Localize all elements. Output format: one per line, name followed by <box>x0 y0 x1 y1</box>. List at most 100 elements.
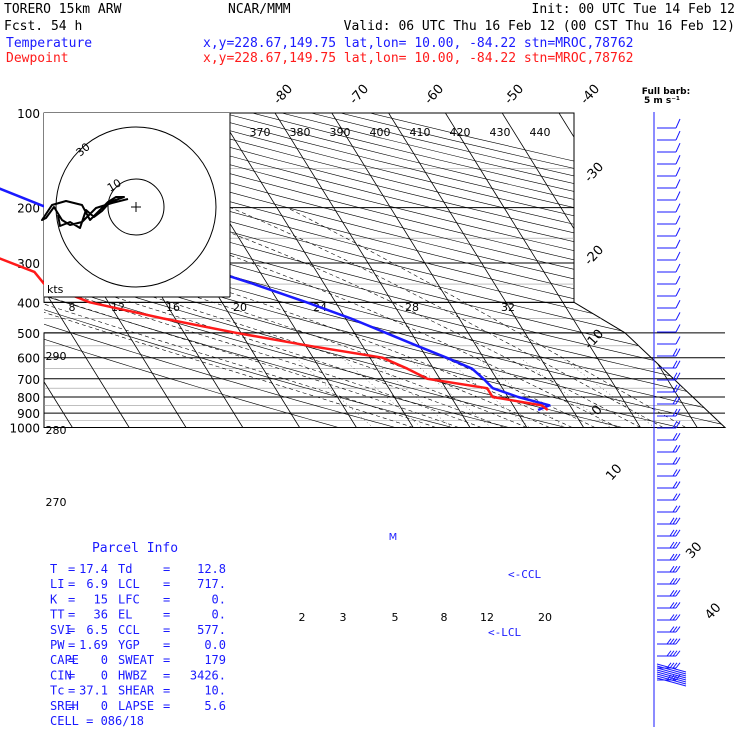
wind-barb-flag <box>675 541 681 549</box>
wind-barb-flag <box>675 590 681 597</box>
parcel-param-name: LAPSE <box>118 699 154 713</box>
ccl-annotation: <-CCL <box>508 568 541 581</box>
parcel-equals: = <box>163 684 170 698</box>
wind-barb-flag <box>675 517 681 525</box>
wind-barb-flag <box>669 638 675 645</box>
wind-barb-flag <box>675 130 681 141</box>
wind-barb-flag <box>669 650 675 657</box>
parcel-param-name: SWEAT <box>118 653 154 667</box>
hodograph-ring <box>55 126 217 288</box>
theta-e-label: 430 <box>490 126 511 139</box>
parcel-param-value: 179 <box>204 653 226 667</box>
hodograph-background <box>44 113 230 297</box>
wind-barb-shaft <box>656 665 687 675</box>
parcel-param-name: T <box>50 562 57 576</box>
wind-barb-flag <box>675 263 681 273</box>
mixing-ratio-label: 20 <box>538 611 552 624</box>
wind-barb-flag <box>672 529 678 537</box>
mixing-ratio-label: 5 <box>392 611 399 624</box>
parcel-equals: = <box>163 653 170 667</box>
wind-barb-flag <box>672 517 678 525</box>
wind-barb-flag <box>675 384 681 393</box>
hodograph-trace <box>41 196 129 229</box>
wind-barb-flag <box>672 590 678 597</box>
mixing-ratio-line <box>561 357 655 428</box>
wind-barb-flag <box>675 203 681 213</box>
parcel-param-name: CIN <box>50 668 72 682</box>
wind-barb-flag <box>675 445 681 453</box>
mixing-ratio-label: 12 <box>480 611 494 624</box>
wind-barb-flag <box>672 505 678 513</box>
wind-barb-flag <box>675 324 681 333</box>
parcel-equals: = <box>163 562 170 576</box>
wind-barb-flag <box>675 360 681 369</box>
moist-adiabat <box>90 207 618 428</box>
isotherm <box>274 113 471 428</box>
parcel-param-value: 0. <box>212 592 226 606</box>
parcel-param-name: LCL <box>118 577 140 591</box>
moist-adiabat <box>230 207 664 428</box>
pressure-tick-label: 500 <box>17 327 40 341</box>
parcel-param-value: 577. <box>197 623 226 637</box>
dry-adiabat <box>44 113 725 428</box>
mixing-ratio-label: 3 <box>340 611 347 624</box>
wind-barb-flag <box>675 300 681 309</box>
wind-barb-flag <box>675 481 681 489</box>
parcel-param-value: 3426. <box>190 668 226 682</box>
wind-barb-flag <box>669 626 675 633</box>
wind-barb-shaft <box>656 673 687 683</box>
wind-barb-shaft <box>656 663 687 673</box>
pressure-tick-label: 1000 <box>9 422 40 436</box>
pressure-tick-label: 400 <box>17 296 40 310</box>
parcel-equals: = <box>163 668 170 682</box>
wind-barb-flag <box>672 469 678 477</box>
lcl-annotation: <-LCL <box>488 626 521 639</box>
wind-barb-flag <box>672 626 678 633</box>
wind-barb-flag <box>675 215 681 225</box>
parcel-equals: = <box>68 668 75 682</box>
parcel-param-name: EL <box>118 608 132 622</box>
parcel-param-name: LFC <box>118 592 140 606</box>
temperature-tick-label: -70 <box>347 82 372 108</box>
mixing-ratio-label: 8 <box>69 301 76 314</box>
wind-barb-flag <box>675 336 681 345</box>
parcel-param-value: 12.8 <box>197 562 226 576</box>
parcel-param-name: PW <box>50 638 65 652</box>
parcel-param-value: 1.69 <box>79 638 108 652</box>
wind-barb-flag <box>675 432 681 441</box>
temperature-tick-label: -30 <box>582 160 607 186</box>
wind-barb-flag <box>672 614 678 621</box>
wind-barb-flag <box>675 167 681 177</box>
header-init: Init: 00 UTC Tue 14 Feb 12 <box>532 2 736 17</box>
parcel-equals: = <box>68 608 75 622</box>
wind-barb-flag <box>672 372 678 381</box>
dry-adiabat <box>44 113 396 428</box>
parcel-param-name: HWBZ <box>118 668 147 682</box>
mixing-ratio-label: 32 <box>501 301 515 314</box>
wind-barb-flag <box>672 445 678 453</box>
wind-barb-flag <box>669 577 675 585</box>
dry-adiabat <box>44 113 725 428</box>
wind-barb-flag <box>675 312 681 321</box>
wind-barb-flag <box>675 626 681 633</box>
parcel-param-name: CAPE <box>50 653 79 667</box>
wind-barb-flag <box>672 650 678 657</box>
temperature-tick-label: -20 <box>582 243 607 269</box>
parcel-equals: = <box>163 592 170 606</box>
barb-legend-line2: 5 m s⁻¹ <box>644 96 680 106</box>
temperature-tick-label: -80 <box>271 82 296 108</box>
wind-barb-flag <box>675 142 681 153</box>
wind-barb-flag <box>675 179 681 189</box>
theta-e-label: 410 <box>410 126 431 139</box>
pressure-tick-label: 600 <box>17 352 40 366</box>
theta-e-label: 390 <box>330 126 351 139</box>
wind-barb-flag <box>675 239 681 249</box>
wind-barb-shaft <box>656 669 687 679</box>
parcel-param-value: 36 <box>94 608 108 622</box>
frame-edge <box>573 301 626 334</box>
parcel-param-value: 15 <box>94 592 108 606</box>
wind-barb-flag <box>675 469 681 477</box>
temperature-tick-label: -60 <box>422 82 447 108</box>
